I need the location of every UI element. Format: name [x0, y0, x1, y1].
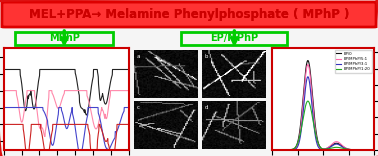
EP/MPhP/3:1 — [370, 149, 374, 151]
Legend: EP/0, EP/MPhP/5:1, EP/MPhP/3:1, EP/MPhP/1:20: EP/0, EP/MPhP/5:1, EP/MPhP/3:1, EP/MPhP/… — [335, 50, 372, 73]
EP/MPhP/5:1 — [370, 149, 374, 151]
FancyBboxPatch shape — [2, 2, 376, 27]
Line: EP/MPhP/1:20: EP/MPhP/1:20 — [272, 101, 374, 150]
EP/MPhP/1:20 — [331, 147, 335, 149]
EP/MPhP/5:1 — [270, 149, 274, 151]
FancyBboxPatch shape — [15, 32, 113, 45]
Text: EP/MPhP: EP/MPhP — [210, 33, 259, 43]
EP/MPhP/3:1 — [319, 148, 323, 150]
EP/MPhP/5:1 — [325, 147, 330, 149]
EP/0 — [331, 143, 335, 145]
EP/MPhP/1:20 — [370, 149, 374, 151]
EP/0 — [319, 148, 324, 149]
EP/MPhP/3:1 — [331, 144, 335, 146]
Line: EP/MPhP/5:1: EP/MPhP/5:1 — [272, 65, 374, 150]
EP/MPhP/5:1 — [331, 142, 335, 144]
EP/MPhP/5:1 — [319, 148, 324, 150]
EP/MPhP/3:1 — [372, 149, 376, 151]
EP/MPhP/1:20 — [325, 148, 330, 150]
EP/MPhP/5:1 — [306, 64, 310, 66]
Text: MEL+PPA→ Melamine Phenylphosphate ( MPhP ): MEL+PPA→ Melamine Phenylphosphate ( MPhP… — [29, 8, 349, 21]
EP/MPhP/3:1 — [319, 149, 324, 150]
EP/0 — [372, 149, 376, 151]
Line: EP/MPhP/3:1: EP/MPhP/3:1 — [272, 77, 374, 150]
EP/MPhP/1:20 — [319, 147, 324, 149]
EP/0 — [370, 149, 374, 151]
EP/MPhP/3:1 — [306, 76, 310, 78]
Text: MPhP: MPhP — [49, 33, 80, 43]
EP/MPhP/1:20 — [270, 149, 274, 151]
EP/0 — [270, 149, 274, 151]
Text: MEL+PPA→ Melamine Phenylphosphate ( MPhP ): MEL+PPA→ Melamine Phenylphosphate ( MPhP… — [29, 8, 349, 21]
EP/MPhP/5:1 — [372, 149, 376, 151]
EP/MPhP/1:20 — [354, 149, 358, 151]
EP/MPhP/1:20 — [306, 100, 310, 102]
EP/MPhP/1:20 — [319, 147, 323, 149]
EP/MPhP/1:20 — [372, 149, 376, 151]
EP/MPhP/3:1 — [354, 149, 358, 151]
EP/0 — [354, 149, 358, 151]
EP/0 — [325, 147, 330, 149]
EP/MPhP/3:1 — [325, 148, 330, 150]
EP/MPhP/3:1 — [270, 149, 274, 151]
EP/MPhP/5:1 — [354, 149, 358, 151]
EP/0 — [319, 147, 323, 149]
EP/MPhP/5:1 — [319, 148, 323, 150]
Line: EP/0: EP/0 — [272, 61, 374, 150]
EP/0 — [306, 60, 310, 61]
FancyBboxPatch shape — [181, 32, 287, 45]
